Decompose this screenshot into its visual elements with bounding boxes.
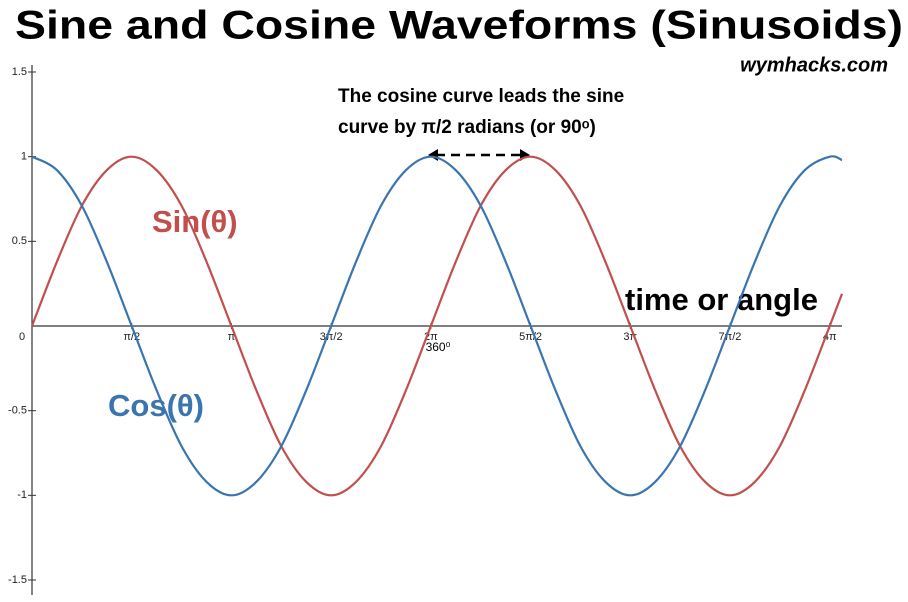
y-tick-label: -1 <box>17 489 27 501</box>
y-tick-label: 1 <box>21 151 27 163</box>
series-line <box>30 155 844 497</box>
x-tick-note: 360⁰ <box>426 340 451 354</box>
series-label: Cos(θ) <box>108 388 204 423</box>
y-tick-label: -1.5 <box>8 574 27 586</box>
x-tick-label: 5π/2 <box>519 331 542 343</box>
x-tick-label: π <box>228 331 236 343</box>
y-tick-label: 1.5 <box>12 66 27 78</box>
x-tick-label: 7π/2 <box>719 331 742 343</box>
series-line <box>31 155 843 497</box>
x-tick-label: 3π/2 <box>320 331 343 343</box>
subtitle: wymhacks.com <box>740 54 888 76</box>
y-tick-label: -0.5 <box>8 405 27 417</box>
annotation: The cosine curve leads the sine <box>338 86 624 107</box>
y-tick-label: 0.5 <box>12 235 27 247</box>
x-tick-label: 0 <box>19 331 25 343</box>
annotation: curve by π/2 radians (or 90ᵒ) <box>338 117 596 138</box>
chart-title: Sine and Cosine Waveforms (Sinusoids) <box>15 4 903 48</box>
x-axis-label: time or angle <box>625 282 818 317</box>
